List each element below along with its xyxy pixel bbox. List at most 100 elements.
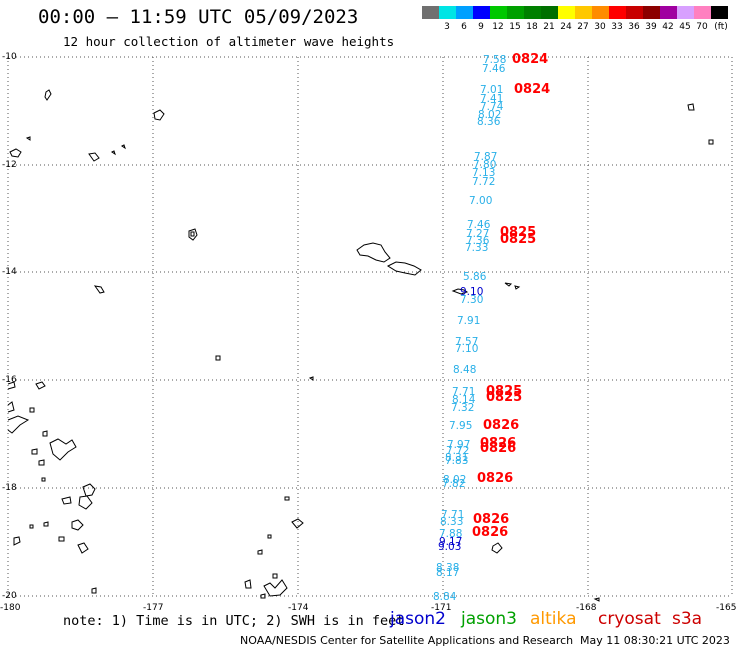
colorbar-swatch [439, 6, 456, 19]
longitude-label: -177 [143, 603, 164, 613]
colorbar-swatch [626, 6, 643, 19]
colorbar-swatch [524, 6, 541, 19]
colorbar-tick-label: 45 [679, 22, 691, 32]
colorbar-swatch [677, 6, 694, 19]
colorbar-swatch [422, 6, 439, 19]
colorbar-swatch [592, 6, 609, 19]
colorbar-tick-label: 18 [526, 22, 538, 32]
colorbar-tick-label: 36 [628, 22, 640, 32]
page-subtitle: 12 hour collection of altimeter wave hei… [63, 34, 395, 49]
colorbar-swatch [575, 6, 592, 19]
pass-time-label: 0826 [480, 441, 517, 456]
pass-time-label: 0826 [472, 525, 509, 540]
latitude-label: -12 [2, 160, 17, 170]
footnote: note: 1) Time is in UTC; 2) SWH is in fe… [63, 613, 405, 629]
colorbar-swatch [541, 6, 558, 19]
colorbar-tick-label: 39 [645, 22, 657, 32]
wave-height-value: 7.27 [466, 228, 490, 240]
wave-height-value: 5.86 [463, 271, 487, 283]
pass-time-label: 0825 [486, 390, 523, 405]
longitude-label: -171 [431, 603, 452, 613]
latitude-label: -16 [2, 375, 17, 385]
wave-height-value: 7.91 [457, 315, 481, 327]
colorbar-swatch [711, 6, 728, 19]
graticule [7, 56, 733, 597]
longitude-label: -180 [0, 603, 21, 613]
satellite-legend-s3a: s3a [672, 609, 703, 629]
satellite-legend-cryosat: cryosat [598, 609, 661, 629]
colorbar-tick-label: 6 [461, 22, 467, 32]
pass-time-label: 0826 [483, 418, 520, 433]
credit-line: NOAA/NESDIS Center for Satellite Applica… [240, 634, 574, 647]
colorbar-swatch [694, 6, 711, 19]
wave-height-value: 8.84 [433, 591, 457, 603]
colorbar-swatch [456, 6, 473, 19]
wave-height-value: 8.14 [452, 394, 476, 406]
colorbar-tick-label: 3 [444, 22, 450, 32]
wave-height-value: 9.17 [439, 536, 463, 548]
wave-height-value: 7.80 [473, 159, 497, 171]
colorbar-swatch [507, 6, 524, 19]
wave-height-value: 8.38 [436, 562, 460, 574]
wave-height-value: 7.88 [439, 528, 463, 540]
wave-height-value: 8.48 [453, 364, 477, 376]
page-title: 00:00 — 11:59 UTC 05/09/2023 [38, 6, 359, 28]
colorbar-tick-label: 42 [662, 22, 674, 32]
pass-time-label: 0825 [486, 384, 523, 399]
wave-height-value: 7.58 [483, 54, 507, 66]
longitude-label: -168 [576, 603, 597, 613]
longitude-label: -174 [288, 603, 309, 613]
generated-timestamp: May 11 08:30:21 UTC 2023 [580, 634, 730, 647]
satellite-legend-jason2: jason2 [390, 609, 446, 629]
latitude-label: -18 [2, 483, 17, 493]
wave-height-value: 7.97 [447, 439, 471, 451]
wave-height-value: 7.36 [466, 235, 490, 247]
latitude-label: -14 [2, 267, 17, 277]
colorbar-swatch [660, 6, 677, 19]
wave-height-value: 8.02 [443, 474, 467, 486]
wave-height-value: 7.57 [455, 336, 479, 348]
latitude-label: -20 [2, 591, 17, 601]
wave-height-value: 9.10 [460, 286, 484, 298]
wave-height-value: 7.46 [482, 63, 506, 75]
wave-height-value: 7.72 [472, 176, 496, 188]
colorbar-tick-label: 9 [478, 22, 484, 32]
tutuila-island [451, 288, 469, 295]
wave-height-value: 7.74 [480, 101, 504, 113]
colorbar-swatch [490, 6, 507, 19]
wave-height-value: 7.41 [480, 93, 504, 105]
colorbar-tick-label: 24 [560, 22, 572, 32]
wave-height-value: 7.83 [445, 455, 469, 467]
pass-time-label: 0824 [514, 82, 551, 97]
wave-height-value: 8.17 [436, 567, 460, 579]
wave-height-value: 7.30 [460, 294, 484, 306]
pass-time-label: 0826 [477, 471, 514, 486]
wave-height-value: 7.95 [449, 420, 473, 432]
colorbar-swatch [609, 6, 626, 19]
wave-height-value: 7.72 [446, 445, 470, 457]
savaii-island [356, 242, 391, 263]
latitude-label: -10 [2, 52, 17, 62]
wave-height-value: 7.87 [474, 151, 498, 163]
wave-height-value: 8.36 [477, 116, 501, 128]
colorbar-unit: (ft) [714, 22, 728, 32]
satellite-legend-jason3: jason3 [461, 609, 517, 629]
coastlines [7, 89, 714, 602]
wave-height-value: 7.32 [451, 402, 475, 414]
colorbar-tick-label: 30 [594, 22, 606, 32]
pass-time-label: 0825 [500, 232, 537, 247]
wave-height-value: 7.00 [469, 195, 493, 207]
wave-height-value: 7.82 [442, 478, 466, 490]
pass-time-label: 0826 [480, 436, 517, 451]
wave-height-value: 7.10 [455, 343, 479, 355]
upolu-island [386, 261, 422, 276]
colorbar-tick-label: 21 [543, 22, 555, 32]
colorbar-tick-label: 15 [509, 22, 521, 32]
wave-height-value: 8.33 [440, 516, 464, 528]
colorbar-tick-label: 33 [611, 22, 623, 32]
colorbar-swatch [473, 6, 490, 19]
colorbar-swatch [643, 6, 660, 19]
pass-time-label: 0826 [473, 512, 510, 527]
pass-time-label: 0825 [500, 225, 537, 240]
